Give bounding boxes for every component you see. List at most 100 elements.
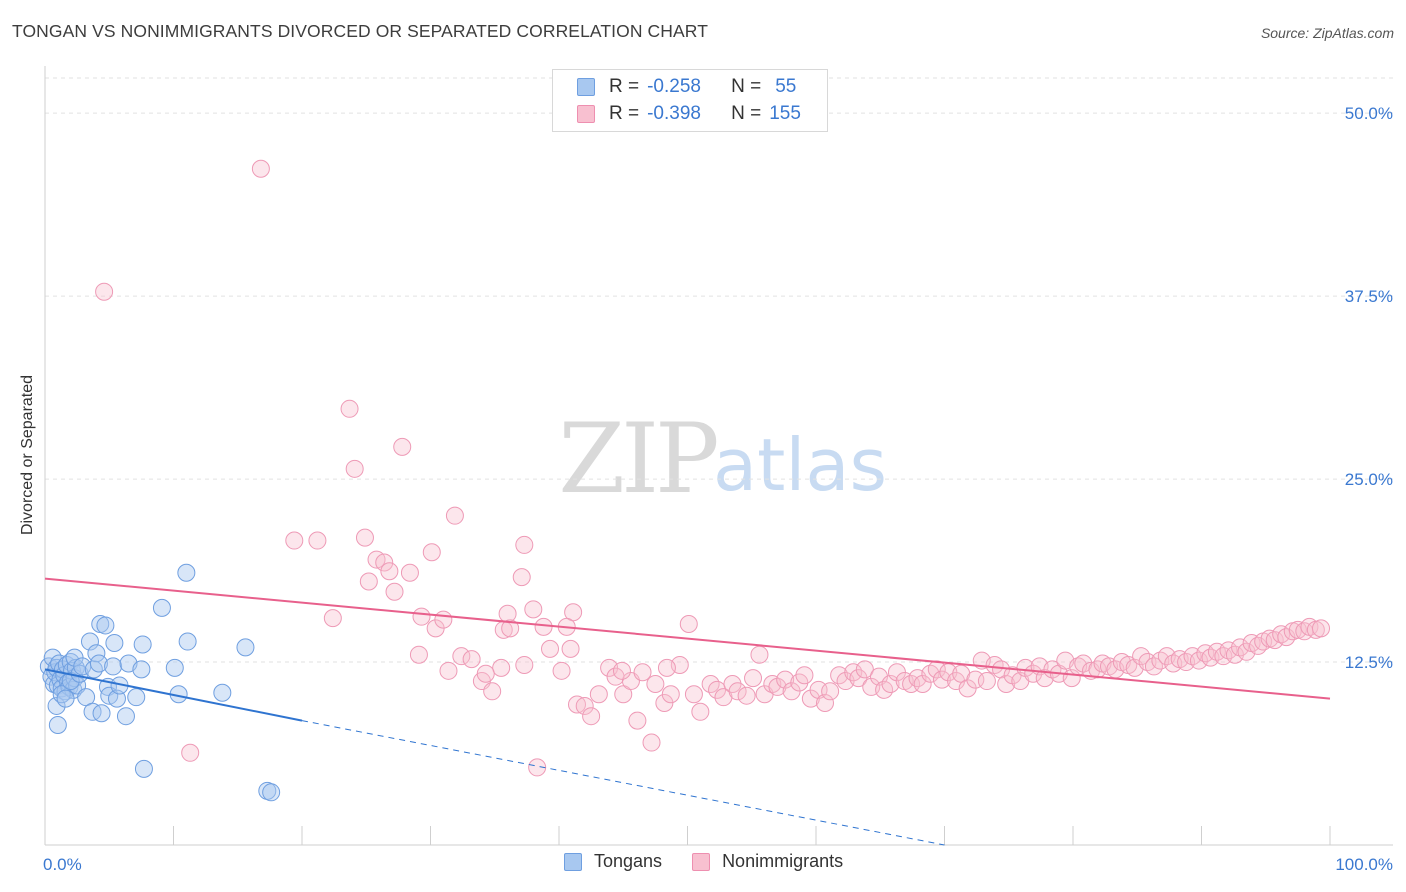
- nonimmigrants-point: [932, 670, 951, 689]
- nonimmigrants-point: [614, 685, 633, 704]
- nonimmigrants-point: [393, 437, 412, 456]
- legend-row-tongans: R = -0.258 N = 55: [577, 75, 796, 99]
- tongans-point: [127, 688, 146, 707]
- nonimmigrants-point: [776, 670, 795, 689]
- tongans-point: [80, 632, 99, 651]
- y-tick-label: 50.0%: [1345, 104, 1393, 123]
- nonimmigrants-point: [285, 531, 304, 550]
- nonimmigrants-point: [708, 680, 727, 699]
- tongans-point: [107, 689, 126, 708]
- legend-r-label: R =: [609, 76, 640, 97]
- nonimmigrants-point: [340, 399, 359, 418]
- nonimmigrants-point: [552, 661, 571, 680]
- nonimmigrants-point: [483, 682, 502, 701]
- tongans-point: [133, 635, 152, 654]
- tongans-point: [87, 644, 106, 663]
- nonimmigrants-point: [501, 619, 520, 638]
- nonimmigrants-point: [795, 666, 814, 685]
- tongans-point: [236, 638, 255, 657]
- legend-swatch-tongans: [577, 78, 595, 96]
- nonimmigrants-point: [657, 658, 676, 677]
- tongans-trend-line: [44, 668, 303, 722]
- tongans-point: [178, 632, 197, 651]
- tongans-point: [116, 707, 135, 726]
- nonimmigrants-point: [966, 670, 985, 689]
- tongans-point: [262, 783, 281, 802]
- nonimmigrants-point: [541, 639, 560, 658]
- nonimmigrants-point: [445, 506, 464, 525]
- y-tick-label: 12.5%: [1345, 653, 1393, 672]
- tongans-point: [56, 689, 75, 708]
- nonimmigrants-point: [849, 669, 868, 688]
- nonimmigrants-point: [1214, 647, 1233, 666]
- tongans-point: [96, 616, 115, 635]
- nonimmigrants-point: [575, 696, 594, 715]
- nonimmigrants-point: [1272, 625, 1291, 644]
- nonimmigrants-point: [515, 655, 534, 674]
- y-tick-label: 25.0%: [1345, 470, 1393, 489]
- nonimmigrants-point: [323, 609, 342, 628]
- nonimmigrants-point: [1024, 664, 1043, 683]
- nonimmigrants-point: [628, 711, 647, 730]
- nonimmigrants-point: [633, 663, 652, 682]
- nonimmigrants-point: [997, 674, 1016, 693]
- source-credit: Source: ZipAtlas.com: [1260, 25, 1394, 41]
- nonimmigrants-point: [589, 685, 608, 704]
- tongans-point: [104, 657, 123, 676]
- nonimmigrants-point: [385, 582, 404, 601]
- nonimmigrants-point: [684, 685, 703, 704]
- nonimmigrants-point: [561, 639, 580, 658]
- tongans-trend-extension: [301, 720, 945, 846]
- nonimmigrants-point: [462, 650, 481, 669]
- nonimmigrants-point: [815, 694, 834, 713]
- nonimmigrants-point: [355, 528, 374, 547]
- nonimmigrants-point: [400, 563, 419, 582]
- tongans-point: [83, 702, 102, 721]
- series-legend-tongans[interactable]: Tongans: [564, 851, 662, 872]
- nonimmigrants-point: [750, 645, 769, 664]
- nonimmigrants-point: [380, 562, 399, 581]
- legend-row-nonimmigrants: R = -0.398 N = 155: [577, 102, 801, 126]
- nonimmigrants-point: [452, 647, 471, 666]
- series-legend: Tongans Nonimmigrants: [564, 851, 873, 872]
- nonimmigrants-point: [251, 159, 270, 178]
- tongans-point: [152, 598, 171, 617]
- nonimmigrants-point: [439, 661, 458, 680]
- legend-r-value: -0.258: [647, 76, 701, 97]
- legend-r-value: -0.398: [647, 103, 701, 124]
- legend-r-label: R =: [609, 103, 640, 124]
- nonimmigrants-point: [844, 663, 863, 682]
- nonimmigrants-point: [913, 674, 932, 693]
- tongans-point: [132, 660, 151, 679]
- nonimmigrants-point: [977, 672, 996, 691]
- watermark-zip: ZIP: [558, 403, 717, 515]
- x-tick-label-min: 0.0%: [43, 855, 82, 874]
- series-label-tongans: Tongans: [594, 851, 663, 871]
- series-label-nonimmigrants: Nonimmigrants: [722, 851, 844, 871]
- series-swatch-nonimmigrants: [692, 852, 711, 871]
- nonimmigrants-point: [534, 617, 553, 636]
- nonimmigrants-point: [409, 645, 428, 664]
- nonimmigrants-point: [809, 680, 828, 699]
- x-tick-label-max: 100.0%: [1335, 855, 1393, 874]
- nonimmigrants-point: [855, 660, 874, 679]
- nonimmigrants-point: [345, 459, 364, 478]
- nonimmigrants-point: [422, 543, 441, 562]
- tongans-point: [177, 563, 196, 582]
- tongans-point: [47, 696, 66, 715]
- correlation-legend: R = -0.258 N = 55 R = -0.398 N = 155: [552, 69, 828, 132]
- nonimmigrants-point: [567, 695, 586, 714]
- series-legend-nonimmigrants[interactable]: Nonimmigrants: [692, 851, 843, 872]
- nonimmigrants-point: [655, 694, 674, 713]
- nonimmigrants-trend-line: [44, 577, 1331, 700]
- nonimmigrants-point: [881, 674, 900, 693]
- tongans-point: [48, 715, 67, 734]
- nonimmigrants-point: [498, 604, 517, 623]
- nonimmigrants-point: [524, 600, 543, 619]
- nonimmigrants-point: [181, 743, 200, 762]
- nonimmigrants-point: [582, 707, 601, 726]
- legend-n-value: 155: [769, 103, 801, 124]
- nonimmigrants-point: [646, 674, 665, 693]
- nonimmigrants-point: [512, 568, 531, 587]
